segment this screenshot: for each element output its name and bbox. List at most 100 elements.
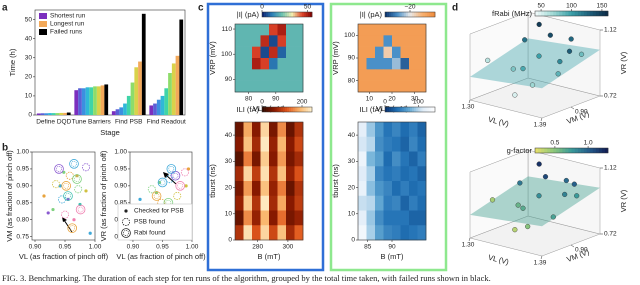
bar [141, 13, 146, 115]
colorbar-label: ILI (fA) [359, 105, 382, 114]
heatmap-cell [409, 195, 418, 211]
heatmap-cell [252, 151, 261, 167]
heatmap-cell [243, 210, 253, 226]
colorbar-cell [541, 148, 545, 153]
point [186, 167, 191, 171]
bar [93, 86, 97, 115]
frame-left [206, 2, 325, 272]
colorbar-cell [262, 12, 265, 17]
heatmap-cell [235, 195, 244, 211]
heatmap-cell [277, 136, 287, 152]
y-tick-label: 0.85 [16, 199, 29, 206]
heatmap-cell [366, 210, 376, 226]
side-wall [469, 11, 529, 101]
heatmap-cell [366, 136, 376, 152]
heatmap-cell [252, 24, 261, 36]
heatmap-cell [383, 225, 393, 241]
heatmap-cell [252, 136, 261, 152]
heatmap-cell [243, 225, 253, 241]
heatmap-cell [358, 58, 367, 70]
heatmap-cell [417, 24, 427, 36]
heatmap-cell [277, 58, 287, 70]
heatmap-cell [243, 24, 253, 36]
heatmap-cell [392, 181, 401, 197]
heatmap-cell [366, 35, 376, 47]
heatmap-cell [358, 35, 367, 47]
heatmap-cell [294, 46, 304, 59]
y-tick [570, 244, 575, 248]
colorbar-cell [276, 107, 279, 112]
y-tick-label: 20 [348, 184, 356, 191]
heatmap-cell [417, 225, 427, 241]
heatmap-cell [235, 122, 244, 138]
colorbar-cell [580, 11, 584, 16]
y-axis-label: VRP (mV) [208, 41, 217, 75]
heatmap-cell [294, 225, 304, 241]
colorbar-cell [598, 11, 603, 16]
heatmap-cell [375, 35, 384, 47]
colorbar-tick-label: 1.0 [584, 140, 593, 147]
heatmap-cell [400, 181, 410, 197]
bar [96, 86, 101, 115]
plot-frame [234, 121, 304, 241]
colorbar-cell [556, 11, 560, 16]
heatmap-cell [375, 46, 384, 59]
colorbar-cell [407, 12, 411, 17]
heatmap-cell [392, 166, 401, 182]
heatmap-cell [252, 69, 261, 81]
colorbar-label: |I| (pA) [360, 10, 383, 19]
x-tick-label: 20 [388, 96, 396, 103]
colorbar-cell [287, 12, 290, 17]
colorbar-cell [389, 12, 392, 17]
heatmap-cell [294, 35, 304, 47]
x-tick [468, 99, 471, 104]
colorbar-cell [403, 107, 407, 112]
heatmap-cell [243, 46, 253, 59]
colorbar-cell [538, 148, 542, 153]
heatmap-cell [366, 122, 376, 138]
heatmap-cell [286, 46, 295, 59]
heatmap-cell [260, 166, 270, 182]
heatmap-cell [294, 69, 304, 81]
heatmap-cell [252, 58, 261, 70]
colorbar-cell [420, 12, 423, 17]
x-axis-label: VL (as fraction of pinch off) [19, 252, 109, 261]
heatmap-cell [392, 24, 401, 36]
heatmap-cell [277, 122, 287, 138]
heatmap-cell [417, 69, 427, 81]
heatmap-cell [358, 166, 367, 182]
colorbar-cell [595, 148, 600, 153]
point [520, 65, 526, 72]
colorbar-cell [598, 148, 603, 153]
heatmap-cell [269, 151, 278, 167]
bar [130, 82, 135, 115]
point [578, 51, 585, 57]
colorbar-cell [601, 148, 606, 153]
heatmap-cell [358, 210, 367, 226]
heatmap-cell [400, 166, 410, 182]
colorbar-cell [562, 11, 566, 16]
heatmap-cell [260, 58, 270, 70]
heatmap-cell [294, 80, 304, 93]
heatmap-cell [392, 122, 401, 138]
colorbar-cell [393, 12, 396, 17]
heatmap-cell [243, 195, 253, 211]
colorbar-cell [412, 107, 415, 112]
colorbar-tick-label: 50 [304, 4, 312, 11]
panel-label: b [2, 143, 8, 154]
point [75, 204, 86, 215]
colorbar-cell [297, 12, 300, 17]
heatmap-cell [286, 80, 295, 93]
heatmap-cell [252, 46, 261, 59]
y-axis-label: VRP (mV) [331, 41, 340, 75]
heatmap-cell [392, 210, 401, 226]
z-tick-label: 0.72 [604, 93, 617, 100]
y-tick-label: 10 [225, 210, 233, 217]
bar [156, 99, 161, 115]
heatmap-cell [417, 151, 427, 167]
point [547, 32, 553, 38]
bar [175, 55, 180, 115]
y-tick-label: 30 [225, 158, 233, 165]
colorbar-cell [278, 107, 282, 112]
